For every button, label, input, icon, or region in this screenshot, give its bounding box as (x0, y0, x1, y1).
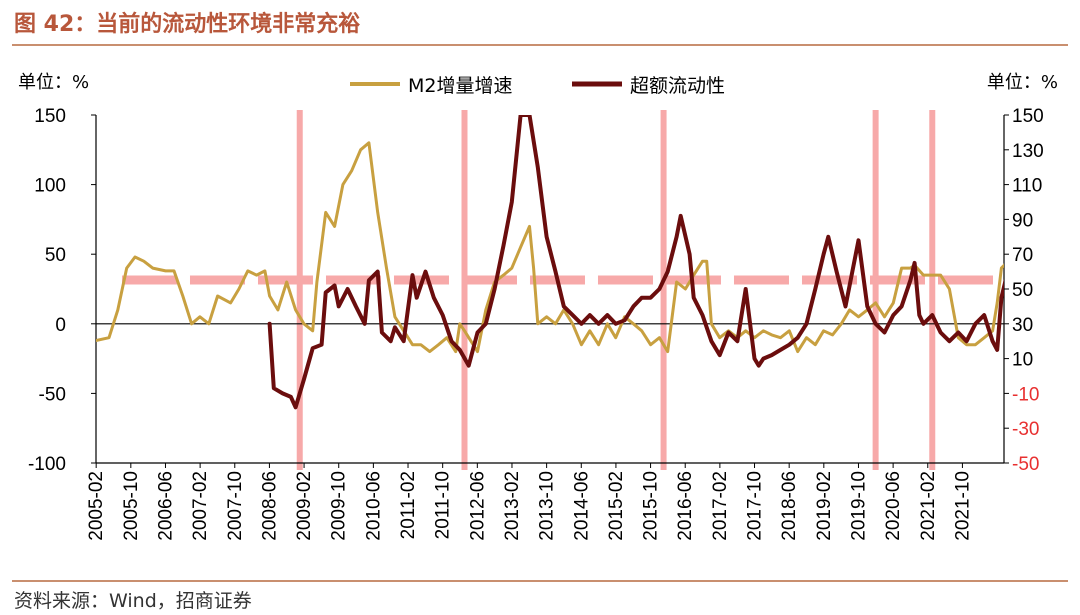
x-tick-label: 2008-06 (259, 471, 280, 541)
x-tick-label: 2019-10 (848, 471, 869, 541)
x-tick-label: 2018-06 (779, 471, 800, 541)
x-tick-label: 2013-02 (502, 471, 523, 541)
figure-title: 图 42：当前的流动性环境非常充裕 (14, 12, 361, 37)
right-tick-label: 70 (1012, 245, 1033, 266)
left-tick-label: -50 (39, 384, 66, 405)
x-tick-label: 2013-10 (537, 471, 558, 541)
right-tick-label: -30 (1012, 419, 1039, 440)
right-tick-label: 130 (1012, 141, 1044, 162)
x-tick-label: 2017-10 (745, 471, 766, 541)
right-tick-label: 110 (1012, 176, 1042, 197)
x-tick-label: 2015-02 (606, 471, 627, 541)
right-tick-label: 30 (1012, 315, 1033, 336)
x-tick-label: 2020-06 (883, 471, 904, 541)
left-axis-unit: 单位：% (18, 72, 90, 93)
x-tick-label: 2007-02 (190, 471, 211, 541)
right-tick-label: -10 (1012, 384, 1039, 405)
x-tick-label: 2005-02 (86, 471, 107, 541)
legend-label: M2增量增速 (408, 75, 512, 97)
source-note: 资料来源：Wind，招商证券 (14, 590, 252, 612)
title-rule (12, 44, 1068, 46)
x-tick-label: 2021-10 (952, 471, 973, 541)
legend-label: 超额流动性 (630, 75, 725, 97)
x-tick-label: 2005-10 (121, 471, 142, 541)
x-tick-label: 2011-02 (398, 471, 419, 539)
x-tick-label: 2009-10 (329, 471, 350, 541)
left-tick-label: 50 (45, 245, 66, 266)
x-tick-label: 2007-10 (225, 471, 246, 541)
right-tick-label: 50 (1012, 280, 1033, 301)
left-tick-label: 100 (34, 176, 66, 197)
x-tick-label: 2016-06 (675, 471, 696, 541)
left-tick-label: 0 (55, 315, 66, 336)
x-tick-label: 2011-10 (433, 471, 454, 539)
left-tick-label: 150 (34, 106, 66, 127)
series-line-liquidity (267, 115, 1004, 410)
x-tick-label: 2012-06 (467, 471, 488, 541)
x-tick-label: 2010-06 (363, 471, 384, 541)
x-tick-label: 2019-02 (814, 471, 835, 541)
right-tick-label: 10 (1012, 350, 1033, 371)
x-tick-label: 2015-10 (641, 471, 662, 541)
right-tick-label: 150 (1012, 106, 1044, 127)
x-tick-label: 2014-06 (571, 471, 592, 541)
x-tick-label: 2021-02 (918, 471, 939, 541)
source-rule (12, 580, 1068, 582)
x-tick-label: 2006-06 (155, 471, 176, 541)
x-tick-label: 2009-02 (294, 471, 315, 541)
series-line-m2 (96, 141, 1004, 354)
right-tick-label: -50 (1012, 454, 1039, 475)
left-tick-label: -100 (28, 454, 66, 475)
x-tick-label: 2017-02 (710, 471, 731, 541)
right-axis-unit: 单位：% (986, 72, 1058, 93)
right-tick-label: 90 (1012, 210, 1033, 231)
